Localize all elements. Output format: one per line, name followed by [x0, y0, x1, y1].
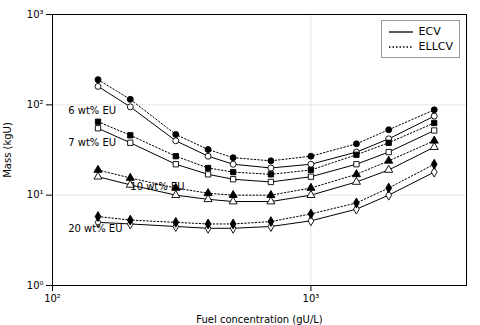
svg-text:Mass (kgU): Mass (kgU) — [2, 122, 13, 178]
svg-text:Fuel concentration (gU/L): Fuel concentration (gU/L) — [196, 314, 323, 325]
svg-text:10²: 10² — [44, 293, 61, 304]
html-text:ELLCV: ELLCV — [418, 40, 453, 53]
svg-text:20 wt% EU: 20 wt% EU — [68, 223, 122, 234]
svg-text:10³: 10³ — [303, 293, 320, 304]
svg-text:7 wt% EU: 7 wt% EU — [68, 137, 116, 148]
html-text:ECV: ECV — [418, 25, 441, 38]
svg-text:10³: 10³ — [27, 9, 44, 20]
svg-text:10⁰: 10⁰ — [27, 280, 44, 291]
svg-text:10²: 10² — [27, 99, 44, 110]
svg-text:10¹: 10¹ — [27, 189, 44, 200]
svg-text:6 wt% EU: 6 wt% EU — [68, 105, 116, 116]
svg-text:10 wt% EU: 10 wt% EU — [130, 181, 184, 192]
